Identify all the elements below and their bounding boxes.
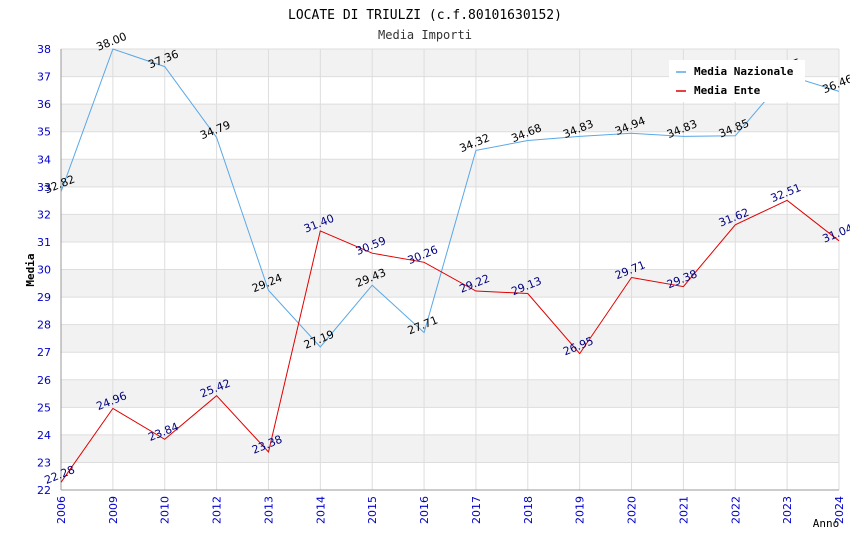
x-tick-label: 2018 xyxy=(522,496,535,524)
x-tick-label: 2013 xyxy=(262,496,275,524)
y-tick-label: 32 xyxy=(37,208,51,221)
x-tick-label: 2012 xyxy=(211,496,224,524)
legend-box xyxy=(669,60,805,102)
y-tick-label: 38 xyxy=(37,43,51,56)
series-line-0 xyxy=(60,48,840,348)
tick-labels: 22 23 24 25 26 27 28 29 30 31 32 33 34 35 36 37 38 2006 20… xyxy=(37,43,846,524)
gridlines xyxy=(60,48,840,491)
x-tick-label: 2009 xyxy=(107,496,120,524)
legend-item-nazionale: Media Nazionale xyxy=(676,65,794,78)
y-tick-label: 35 xyxy=(37,126,51,139)
series-line-1 xyxy=(60,199,840,483)
background-bands xyxy=(61,49,839,463)
x-tick-label: 2010 xyxy=(159,496,172,524)
chart-title: LOCATE DI TRIULZI (c.f.80101630152) xyxy=(288,8,562,23)
data-label-0: 32.82 xyxy=(43,173,77,197)
chart-subtitle: Media Importi xyxy=(378,28,472,42)
legend-label-ente: Media Ente xyxy=(694,84,761,97)
legend-label-nazionale: Media Nazionale xyxy=(694,65,794,78)
y-tick-label: 24 xyxy=(37,429,51,442)
series-lines xyxy=(60,48,840,483)
y-tick-label: 36 xyxy=(37,98,51,111)
y-axis-label: Media xyxy=(24,253,37,286)
axes xyxy=(60,49,839,491)
band xyxy=(61,104,839,132)
y-tick-label: 28 xyxy=(37,319,51,332)
x-tick-label: 2015 xyxy=(366,496,379,524)
x-tick-label: 2020 xyxy=(626,496,639,524)
y-tick-label: 25 xyxy=(37,401,51,414)
y-tick-label: 33 xyxy=(37,181,51,194)
data-label-1: 30.26 xyxy=(406,243,440,267)
y-tick-label: 27 xyxy=(37,346,51,359)
x-tick-label: 2024 xyxy=(833,496,846,524)
x-tick-label: 2017 xyxy=(470,496,483,524)
y-tick-label: 37 xyxy=(37,71,51,84)
x-axis-label: Anno xyxy=(813,517,840,530)
y-tick-label: 23 xyxy=(37,456,51,469)
x-tick-label: 2014 xyxy=(314,496,327,524)
x-tick-label: 2021 xyxy=(677,496,690,524)
y-tick-label: 22 xyxy=(37,484,51,497)
x-tick-label: 2022 xyxy=(729,496,742,524)
y-tick-label: 29 xyxy=(37,291,51,304)
y-tick-label: 31 xyxy=(37,236,51,249)
band xyxy=(61,434,839,463)
band xyxy=(61,159,839,187)
x-tick-label: 2023 xyxy=(781,496,794,524)
band xyxy=(61,379,839,408)
band xyxy=(61,269,839,298)
legend: Media Nazionale Media Ente xyxy=(669,60,805,102)
y-tick-label: 34 xyxy=(37,153,51,166)
band xyxy=(61,324,839,353)
x-tick-label: 2019 xyxy=(574,496,587,524)
y-tick-label: 26 xyxy=(37,374,51,387)
x-tick-label: 2016 xyxy=(418,496,431,524)
x-tick-label: 2006 xyxy=(55,496,68,524)
legend-item-ente: Media Ente xyxy=(676,84,761,97)
band xyxy=(61,214,839,242)
data-label-0: 34.32 xyxy=(458,131,492,155)
y-tick-label: 30 xyxy=(37,264,51,277)
